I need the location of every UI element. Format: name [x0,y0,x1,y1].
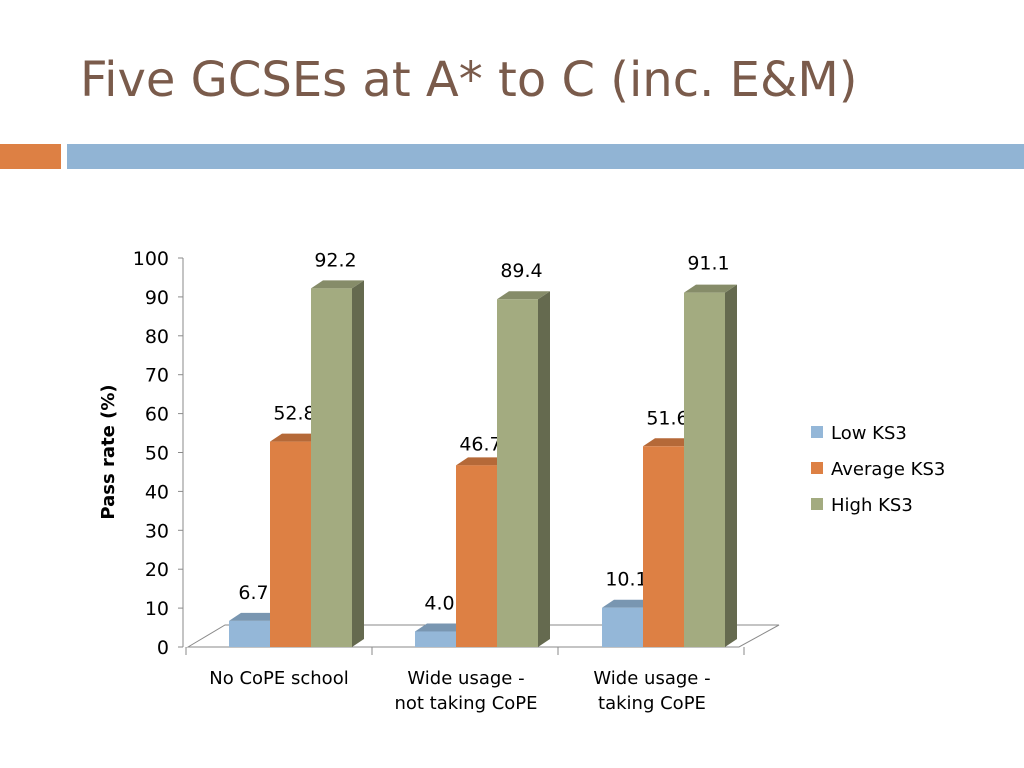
y-axis-title: Pass rate (%) [98,384,119,519]
data-label: 6.7 [238,582,268,604]
legend-swatch [811,498,823,510]
data-label: 52.8 [273,403,315,425]
bar-average-ks3 [643,446,684,647]
bar-top [684,284,737,293]
y-tick-label: 90 [145,287,169,309]
slide-title: Five GCSEs at A* to C (inc. E&M) [80,52,858,108]
y-tick-label: 60 [145,404,169,426]
legend-label: Average KS3 [831,459,945,480]
x-category-label: not taking CoPE [394,693,537,714]
y-tick-label: 20 [145,559,169,581]
bar-average-ks3 [456,465,497,647]
y-tick-label: 100 [133,248,169,270]
y-tick-label: 80 [145,326,169,348]
accent-bar-blue [67,144,1024,169]
bar-side [725,284,737,647]
x-category-label: No CoPE school [209,668,348,689]
legend-swatch [811,426,823,438]
data-label: 10.1 [605,569,647,591]
y-tick-label: 10 [145,598,169,620]
y-tick-label: 30 [145,520,169,542]
x-category-label: Wide usage - [407,668,524,689]
legend-label: High KS3 [831,495,913,516]
bar-high-ks3 [497,299,538,647]
legend-swatch [811,462,823,474]
legend-label: Low KS3 [831,423,907,444]
bar-high-ks3 [311,288,352,647]
y-tick-label: 40 [145,481,169,503]
data-label: 51.6 [646,407,688,429]
y-tick-label: 70 [145,365,169,387]
data-label: 4.0 [424,592,454,614]
accent-bar-orange [0,144,61,169]
bar-high-ks3 [684,292,725,647]
bar-side [538,291,550,647]
bar-top [415,623,468,632]
x-category-label: taking CoPE [598,693,706,714]
x-category-label: Wide usage - [593,668,710,689]
y-tick-label: 50 [145,443,169,465]
bar-top [270,433,323,442]
y-tick-label: 0 [157,637,169,659]
bar-low-ks3 [602,607,643,647]
bar-average-ks3 [270,441,311,647]
bar-top [497,291,550,300]
bar-top [229,612,282,621]
data-label: 89.4 [500,260,542,282]
bar-low-ks3 [415,631,456,647]
bar-top [643,438,696,447]
data-label: 92.2 [314,249,356,271]
bar-top [602,599,655,608]
bar-low-ks3 [229,620,270,647]
bar-side [352,280,364,647]
bar-top [311,280,364,289]
data-label: 91.1 [687,253,729,275]
bar-top [456,457,509,466]
data-label: 46.7 [459,433,501,455]
